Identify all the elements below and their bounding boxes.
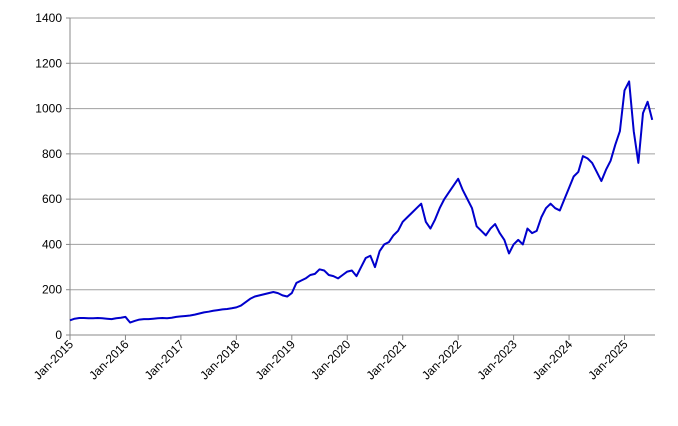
x-tick-label: Jan-2015 [31,337,77,383]
x-tick-label: Jan-2019 [253,337,299,383]
y-tick-label: 0 [55,328,62,342]
x-tick-label: Jan-2018 [197,337,243,383]
x-tick-label: Jan-2021 [364,337,410,383]
x-tick-label: Jan-2020 [308,337,354,383]
y-tick-label: 1200 [35,56,62,70]
y-tick-label: 600 [42,192,62,206]
y-tick-label: 800 [42,147,62,161]
x-tick-label: Jan-2017 [142,337,188,383]
y-tick-label: 200 [42,283,62,297]
y-tick-label: 1400 [35,11,62,25]
x-tick-label: Jan-2024 [530,337,576,383]
x-tick-label: Jan-2022 [419,337,465,383]
x-tick-label: Jan-2023 [474,337,520,383]
x-tick-label: Jan-2016 [86,337,132,383]
x-tick-label: Jan-2025 [585,337,631,383]
line-series [69,80,654,324]
y-tick-label: 1000 [35,102,62,116]
y-tick-label: 400 [42,237,62,251]
